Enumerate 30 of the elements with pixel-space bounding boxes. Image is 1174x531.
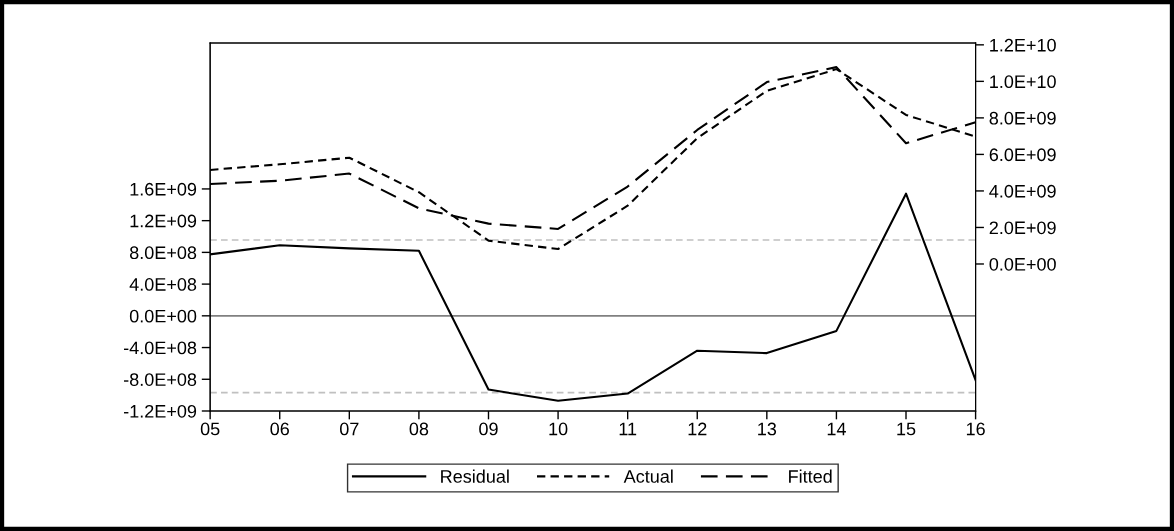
y-tick-label: -8.0E+08: [123, 373, 197, 386]
y-tick-label: 8.0E+08: [129, 246, 197, 260]
x-tick-label: 11: [619, 422, 637, 436]
y2-tick-label: 6.0E+09: [989, 148, 1056, 162]
x-tick-label: 14: [827, 422, 846, 436]
y-tick-label: 1.2E+09: [130, 214, 197, 228]
legend-label: Residual: [441, 469, 509, 483]
x-tick-label: 09: [479, 422, 498, 436]
x-tick-label: 10: [549, 422, 568, 436]
y-tick-label: 1.6E+09: [130, 182, 197, 196]
y-tick-label: 4.0E+08: [129, 278, 197, 291]
x-tick-label: 07: [339, 422, 359, 436]
y2-tick-label: 4.0E+09: [989, 184, 1056, 198]
x-tick-label: 08: [409, 422, 429, 436]
y2-tick-label: 8.0E+09: [989, 111, 1056, 125]
x-tick-label: 12: [688, 422, 707, 436]
x-tick-label: 16: [966, 422, 985, 436]
y2-tick-label: 1.2E+10: [990, 38, 1056, 52]
legend-label: Actual: [623, 469, 673, 483]
y-tick-label: -4.0E+08: [123, 341, 197, 355]
x-tick-label: 05: [200, 422, 220, 436]
x-tick-label: 06: [270, 422, 289, 436]
y2-tick-label: 1.0E+10: [990, 75, 1056, 89]
y-tick-label: 0.0E+00: [129, 309, 197, 323]
legend-label: Fitted: [789, 469, 832, 483]
y-tick-label: -1.2E+09: [123, 404, 197, 418]
x-tick-label: 15: [897, 422, 916, 436]
y2-tick-label: 0.0E+00: [989, 257, 1056, 271]
y2-tick-label: 2.0E+09: [989, 221, 1056, 235]
x-tick-label: 13: [758, 422, 777, 436]
